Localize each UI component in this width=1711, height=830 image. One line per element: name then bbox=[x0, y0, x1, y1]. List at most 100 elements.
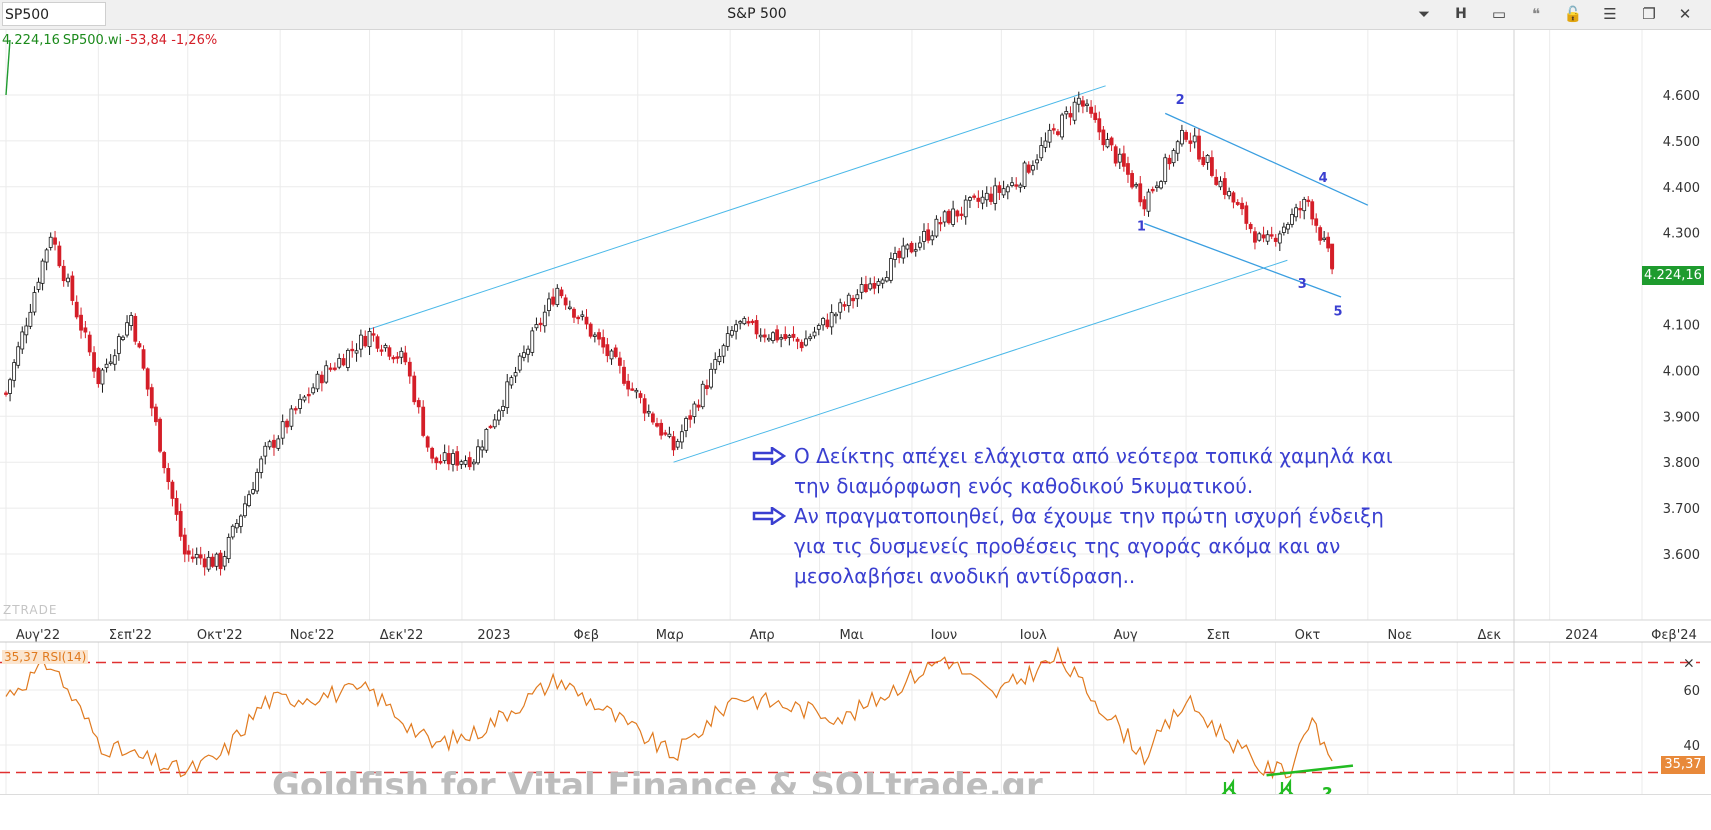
candle-body bbox=[542, 311, 547, 327]
candle-body bbox=[425, 436, 430, 448]
last-price-tag: 4.224,16 bbox=[1642, 266, 1704, 285]
candle-body bbox=[842, 304, 847, 307]
candle-body bbox=[942, 211, 947, 223]
candle-body bbox=[471, 461, 476, 465]
candle-body bbox=[821, 318, 825, 326]
candle-body bbox=[407, 361, 412, 377]
candle-body bbox=[909, 242, 914, 253]
candle-body bbox=[371, 333, 376, 336]
candle-body bbox=[198, 554, 203, 559]
candle-body bbox=[897, 250, 902, 258]
restore-icon[interactable]: ❐ bbox=[1642, 5, 1656, 23]
dropdown-icon[interactable]: ⏷ bbox=[1417, 5, 1430, 23]
candle-body bbox=[145, 368, 150, 390]
candle-body bbox=[1273, 237, 1278, 242]
menu-icon[interactable]: ☰ bbox=[1603, 5, 1617, 23]
candle-body bbox=[116, 336, 121, 354]
candle-body bbox=[746, 321, 751, 324]
y-tick-label: 4.500 bbox=[1663, 135, 1700, 150]
candle-body bbox=[968, 197, 972, 201]
candle-body bbox=[646, 411, 651, 414]
rsi-label: 35,37 RSI(14) bbox=[2, 650, 89, 664]
candle-body bbox=[259, 458, 264, 473]
candle-body bbox=[92, 352, 96, 372]
candle-body bbox=[868, 283, 873, 290]
note-row-2: Αν πραγματοποιηθεί, θα έχουμε την πρώτη … bbox=[752, 501, 1412, 591]
candle-body bbox=[1146, 191, 1151, 212]
candle-body bbox=[379, 349, 384, 352]
candle-body bbox=[1005, 186, 1010, 193]
lock-icon[interactable]: 🔓 bbox=[1563, 5, 1583, 23]
candle-body bbox=[129, 315, 134, 326]
candle-body bbox=[880, 279, 885, 284]
candle-body bbox=[829, 312, 834, 328]
candle-body bbox=[938, 222, 943, 225]
candle-body bbox=[1322, 237, 1327, 240]
comment-icon[interactable]: ❝ bbox=[1531, 5, 1541, 23]
candle-body bbox=[100, 369, 105, 385]
candle-body bbox=[467, 457, 472, 468]
arrow-right-icon bbox=[752, 507, 786, 525]
candle-body bbox=[1010, 182, 1014, 186]
candle-body bbox=[1167, 157, 1172, 165]
candle-body bbox=[48, 236, 53, 248]
candle-body bbox=[251, 489, 255, 494]
candle-body bbox=[230, 525, 235, 538]
h-button[interactable]: H bbox=[1455, 6, 1467, 22]
candle-body bbox=[1210, 157, 1214, 176]
wave-lower-line bbox=[1144, 222, 1342, 298]
candle-body bbox=[734, 324, 738, 332]
candle-body bbox=[383, 345, 388, 349]
x-tick-label: Οκτ'22 bbox=[197, 628, 243, 643]
candle-body bbox=[1290, 214, 1294, 225]
candle-body bbox=[580, 314, 585, 317]
x-tick-label: Ιουλ bbox=[1020, 628, 1047, 643]
candle-body bbox=[1060, 114, 1065, 138]
candle-body bbox=[679, 431, 684, 443]
candle-body bbox=[1047, 129, 1052, 143]
candle-body bbox=[630, 388, 635, 391]
candle-body bbox=[1121, 153, 1126, 167]
candle-body bbox=[1218, 180, 1223, 188]
candle-body bbox=[255, 472, 260, 492]
candle-body bbox=[766, 337, 771, 341]
note-line-1: Ο Δείκτης απέχει ελάχιστα από νεότερα το… bbox=[794, 444, 1393, 468]
candle-body bbox=[61, 265, 66, 282]
rsi-grid: × bbox=[0, 656, 1700, 774]
candle-body bbox=[8, 379, 12, 394]
panel-icon[interactable]: ▭ bbox=[1491, 5, 1507, 23]
candle-body bbox=[663, 432, 668, 435]
candle-body bbox=[476, 446, 480, 464]
candle-body bbox=[112, 355, 117, 365]
candle-body bbox=[32, 292, 37, 313]
candle-body bbox=[984, 192, 989, 201]
candle-body bbox=[684, 418, 688, 431]
y-tick-label: 4.400 bbox=[1663, 181, 1700, 196]
candle-body bbox=[1085, 103, 1089, 106]
close-icon[interactable]: ✕ bbox=[1678, 5, 1692, 23]
candle-body bbox=[692, 403, 697, 417]
candle-body bbox=[20, 331, 25, 350]
candle-body bbox=[816, 325, 821, 330]
candle-body bbox=[1026, 164, 1031, 173]
candle-body bbox=[53, 237, 57, 245]
candle-body bbox=[484, 429, 489, 451]
candle-body bbox=[1235, 202, 1240, 205]
candle-body bbox=[1163, 157, 1168, 182]
candle-body bbox=[905, 244, 910, 250]
candle-body bbox=[324, 365, 329, 383]
candle-body bbox=[1105, 139, 1110, 148]
arrow-right-icon bbox=[752, 447, 786, 465]
candle-body bbox=[893, 253, 897, 260]
candle-body bbox=[442, 452, 447, 462]
candle-body bbox=[480, 446, 485, 451]
symbol-input[interactable]: SP500 bbox=[2, 2, 106, 26]
candle-body bbox=[289, 408, 294, 427]
candle-body bbox=[222, 556, 227, 567]
candle-body bbox=[1261, 234, 1266, 239]
candle-body bbox=[584, 316, 589, 325]
candle-body bbox=[913, 249, 918, 252]
left-edge-segment bbox=[5, 39, 11, 96]
candle-body bbox=[186, 550, 191, 555]
